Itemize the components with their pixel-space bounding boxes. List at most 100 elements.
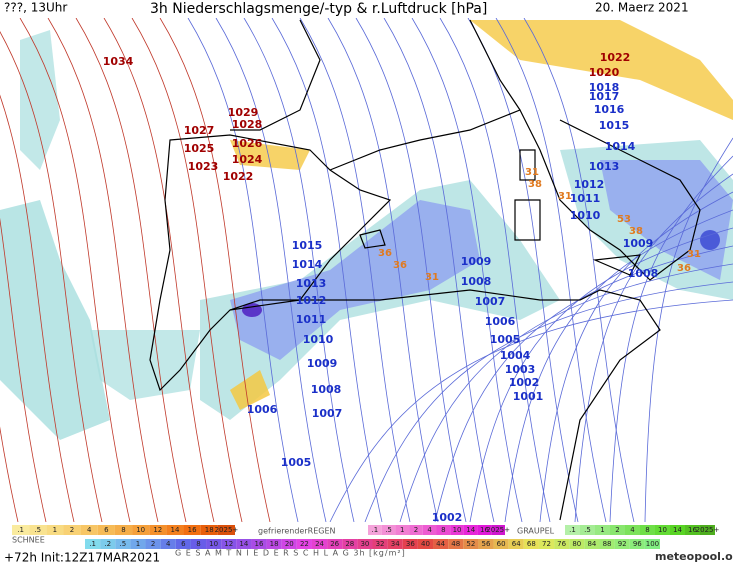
brand: meteopool.org xyxy=(655,550,733,563)
isobar xyxy=(47,17,159,523)
scale-label: 1 xyxy=(600,526,604,534)
color-swatch xyxy=(149,525,167,535)
isobar-label-low: 1002 xyxy=(509,376,540,389)
scale-label: 4 xyxy=(427,526,432,534)
scale-label: 16 xyxy=(480,526,489,534)
color-swatch xyxy=(206,539,222,549)
color-swatch xyxy=(381,525,396,535)
color-swatch xyxy=(80,525,98,535)
scale-label: 2 xyxy=(615,526,619,534)
scale-label: 10 xyxy=(453,526,462,534)
scale-label: 1 xyxy=(400,526,404,534)
isobar-label-low: 1018 xyxy=(589,81,620,94)
isobar xyxy=(271,17,383,523)
isobar xyxy=(364,281,733,523)
isobar-label-high: 1026 xyxy=(232,137,263,150)
isobar-label-low: 1009 xyxy=(307,357,338,370)
color-swatch xyxy=(342,539,358,549)
scale-label: .5 xyxy=(119,540,126,548)
scale-label: 8 xyxy=(441,526,445,534)
isobar-label-high: 1027 xyxy=(184,124,215,137)
header-bar xyxy=(0,0,733,18)
isobar xyxy=(574,173,733,523)
scale-label: 2 xyxy=(414,526,418,534)
color-swatch xyxy=(63,525,81,535)
precip-amount: 53 xyxy=(617,214,631,225)
color-swatch xyxy=(629,539,645,549)
color-swatch xyxy=(217,525,235,535)
scale-label: 8 xyxy=(121,526,125,534)
color-swatch xyxy=(569,539,585,549)
color-swatch xyxy=(610,525,625,535)
color-swatch xyxy=(100,539,116,549)
precip-amount: 36 xyxy=(378,248,392,259)
isobar-label-low: 1008 xyxy=(311,383,342,396)
scale-label: 40 xyxy=(421,540,430,548)
scale-label: 24 xyxy=(315,540,324,548)
run-time: ???, 13Uhr xyxy=(4,1,67,15)
scale-label: .5 xyxy=(34,526,41,534)
color-swatch xyxy=(115,539,131,549)
isobar-label-low: 1017 xyxy=(589,90,620,103)
scale-label: 10 xyxy=(658,526,667,534)
isobar xyxy=(609,155,733,523)
scale-label: 14 xyxy=(673,526,682,534)
scale-label: 26 xyxy=(330,540,339,548)
scale-label: 2025+ xyxy=(215,526,239,534)
isobar xyxy=(434,245,733,523)
snow-label: SCHNEE xyxy=(12,536,45,545)
isobar xyxy=(131,17,243,523)
color-swatch xyxy=(565,525,580,535)
isobars xyxy=(0,17,733,523)
isobar xyxy=(355,17,467,523)
isobar-label-low: 1007 xyxy=(475,295,506,308)
scale-label: 16 xyxy=(255,540,264,548)
color-swatch xyxy=(29,525,47,535)
color-swatch xyxy=(595,525,610,535)
color-swatch xyxy=(448,539,464,549)
isobar xyxy=(0,426,19,523)
isobar xyxy=(299,17,411,523)
graupel-label: GRAUPEL xyxy=(517,527,555,536)
color-swatch xyxy=(372,539,388,549)
isobar-label-low: 1006 xyxy=(485,315,516,328)
color-swatch xyxy=(281,539,297,549)
color-swatch xyxy=(493,539,509,549)
isobar-label-low: 1005 xyxy=(281,456,312,469)
isobar-label-low: 1015 xyxy=(599,119,630,132)
precipitation-areas xyxy=(0,20,733,440)
scale-label: 6 xyxy=(104,526,109,534)
isobar xyxy=(243,17,355,523)
scale-label: 1 xyxy=(136,540,140,548)
color-swatch xyxy=(266,539,282,549)
isobar xyxy=(0,217,47,523)
scale-label: 36 xyxy=(406,540,415,548)
color-swatch xyxy=(132,525,150,535)
isobar-label-low: 1009 xyxy=(461,255,492,268)
scale-label: 60 xyxy=(497,540,506,548)
isobar-label-low: 1001 xyxy=(513,390,544,403)
scale-label: .1 xyxy=(17,526,24,534)
color-swatch xyxy=(685,525,700,535)
color-swatch xyxy=(478,539,494,549)
isobar xyxy=(523,17,635,523)
scale-label: 12 xyxy=(224,540,233,548)
isobar-label-high: 1020 xyxy=(589,66,620,79)
scale-label: 28 xyxy=(345,540,354,548)
color-swatch xyxy=(422,525,437,535)
scale-label: .5 xyxy=(385,526,392,534)
color-swatch xyxy=(625,525,640,535)
isobar xyxy=(327,17,439,523)
freezing-rain-label: gefrierenderREGEN xyxy=(258,527,336,536)
scale-label: 16 xyxy=(188,526,197,534)
scale-label: 12 xyxy=(153,526,162,534)
color-swatch xyxy=(402,539,418,549)
scale-label: .5 xyxy=(584,526,591,534)
init-time: +72h Init:12Z17MAR2021 xyxy=(4,551,160,565)
color-swatch xyxy=(450,525,464,535)
color-swatch xyxy=(85,539,101,549)
scale-label: 84 xyxy=(587,540,596,548)
scale-label: 96 xyxy=(633,540,642,548)
color-swatch xyxy=(523,539,539,549)
